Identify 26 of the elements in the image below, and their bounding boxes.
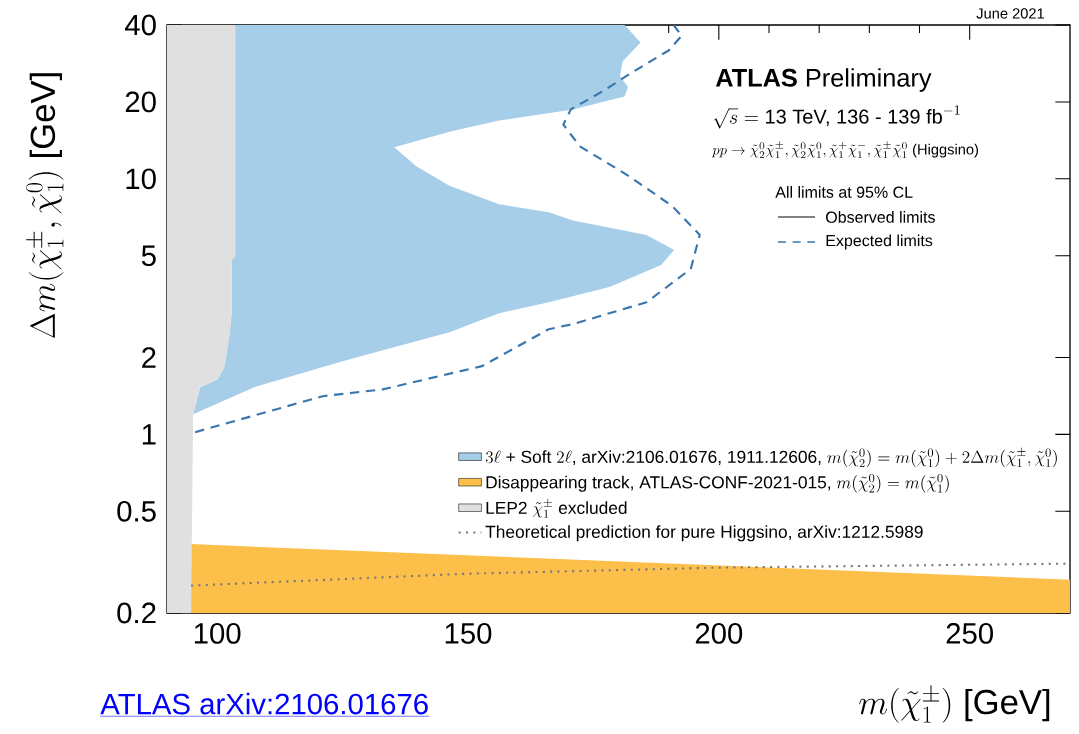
legend-label: $3\ell\mbox{ + Soft }2\ell\mbox{, arXiv:2106.01676, 1911.12606, }m(\tilde{\chi}^{0}_{2}) = m(\tilde{\chi}^{0}_{1}) + 2\Delta m(\tilde{\chi}^{\pm}_{1}, \tilde{\chi}^{0}_{1})$ bbox=[485, 447, 1057, 468]
text: ATLAS arXiv:2106.01676 bbox=[100, 692, 428, 715]
y-tick-label: 5 bbox=[141, 245, 156, 266]
legend-label: $\mbox{LEP2 }\tilde{\chi}^{\pm}_{1}\mbox{ excluded}$ bbox=[486, 498, 627, 518]
legend-label: $\mbox{Disappearing track, ATLAS-CONF-2021-015, }m(\tilde{\chi}^{0}_{2}) = m(\tilde{\chi}^{0}_{1})$ bbox=[486, 473, 949, 493]
annotation: $\sqrt{s} = \mbox{13 TeV, 136 - 139 fb}^{-1}$ bbox=[713, 105, 960, 129]
annotation: Observed limits bbox=[826, 211, 935, 223]
x-axis-title: $m(\tilde{\chi}^{\pm}_{1})\ \mbox{[GeV]}$ bbox=[859, 685, 1050, 723]
y-tick-label: 1 bbox=[142, 424, 156, 445]
legend-label: $\mbox{Expected limits}$ bbox=[826, 234, 933, 250]
legend-label: $\mbox{Theoretical prediction for pure Higgsino, arXiv:1212.5989}$ bbox=[485, 525, 923, 542]
annotation: All limits at 95% CL bbox=[775, 186, 913, 198]
text: June 2021 bbox=[976, 8, 1044, 19]
x-tick-label: 250 bbox=[946, 623, 993, 644]
x-tick-label: 100 bbox=[194, 623, 241, 644]
annotation: ATLAS Preliminary bbox=[715, 68, 932, 92]
y-tick-label: 0.2 bbox=[117, 602, 156, 624]
y-tick-label: 2 bbox=[142, 347, 156, 368]
y-tick-label: 20 bbox=[125, 91, 156, 113]
x-tick-label: 200 bbox=[695, 623, 743, 644]
y-axis-title: $\Delta m(\tilde{\chi}^{\pm}_{1}, \tilde{\chi}^{0}_{1})\ \mbox{[GeV]}$ bbox=[26, 73, 64, 338]
y-tick-label: 40 bbox=[125, 14, 156, 36]
y-tick-label: 0.5 bbox=[117, 500, 156, 522]
y-tick-label: 10 bbox=[126, 168, 156, 190]
annotation: $pp \rightarrow \tilde{\chi}^{0}_{2}\tilde{\chi}^{\pm}_{1}, \tilde{\chi}^{0}_{2}\tilde{\chi}^{0}_{1}, \tilde{\chi}^{+}_{1}\tilde{\chi}^{-}_{1}, \tilde{\chi}^{\pm}_{1}\tilde{\chi}^{0}_{1}\mbox{ (Higgsino)}$ bbox=[711, 140, 979, 159]
x-tick-label: 150 bbox=[445, 623, 492, 644]
